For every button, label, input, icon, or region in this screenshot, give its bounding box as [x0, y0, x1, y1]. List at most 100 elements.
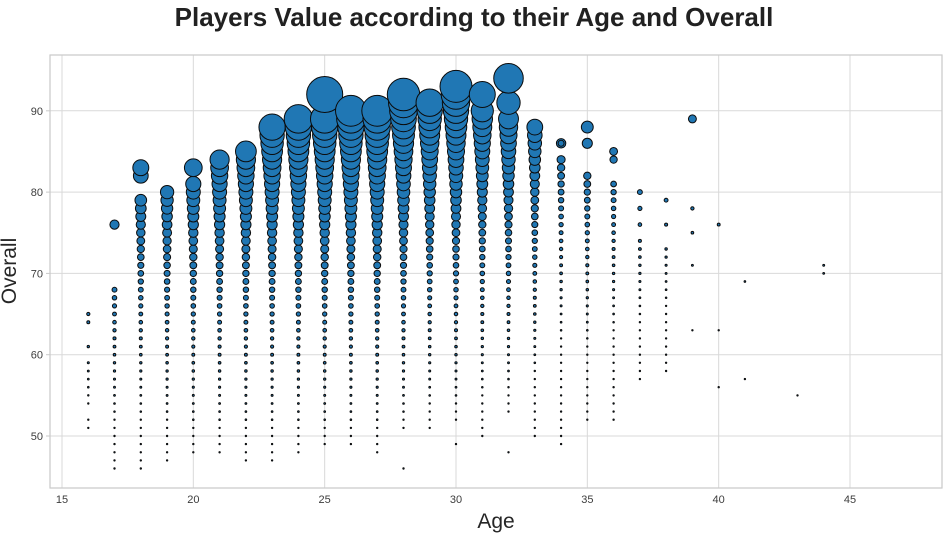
- bubble-point: [558, 213, 564, 220]
- bubble-point: [244, 451, 248, 454]
- bubble-point: [162, 244, 172, 254]
- bubble-point: [321, 286, 328, 293]
- bubble-point: [454, 442, 458, 446]
- x-axis-label: Age: [477, 510, 514, 533]
- bubble-point: [139, 352, 143, 357]
- bubble-point: [139, 394, 143, 397]
- bubble-point: [664, 263, 668, 267]
- bubble-point: [427, 344, 432, 349]
- bubble-point: [506, 345, 511, 349]
- bubble-point: [664, 255, 668, 259]
- bubble-point: [113, 402, 116, 405]
- bubble-point: [190, 294, 197, 301]
- bubble-point: [454, 369, 458, 373]
- bubble-point: [297, 451, 300, 454]
- bubble-point: [165, 344, 170, 349]
- bubble-point: [428, 361, 432, 365]
- bubble-point: [323, 393, 327, 397]
- bubble-point: [86, 320, 91, 325]
- x-tick-label: 30: [450, 494, 462, 506]
- bubble-point: [165, 410, 169, 413]
- bubble-point: [348, 319, 354, 325]
- bubble-point: [139, 467, 143, 470]
- bubble-point: [192, 451, 195, 454]
- bubble-point: [401, 319, 406, 325]
- bubble-point: [306, 75, 344, 114]
- y-tick-label: 90: [31, 106, 43, 118]
- bubble-point: [479, 270, 486, 277]
- bubble-point: [349, 410, 353, 413]
- bubble-point: [113, 434, 116, 438]
- bubble-point: [87, 385, 90, 389]
- bubble-point: [611, 255, 616, 260]
- bubble-point: [138, 319, 144, 325]
- bubble-point: [269, 303, 275, 309]
- bubble-point: [530, 212, 539, 221]
- bubble-point: [480, 328, 485, 333]
- bubble-point: [376, 451, 379, 454]
- bubble-point: [191, 336, 196, 341]
- bubble-point: [139, 402, 143, 405]
- bubble-point: [477, 203, 488, 214]
- bubble-point: [478, 220, 487, 229]
- bubble-point: [322, 360, 327, 365]
- bubble-point: [401, 336, 406, 341]
- bubble-point: [481, 394, 484, 397]
- bubble-point: [402, 402, 405, 405]
- bubble-point: [427, 303, 433, 309]
- bubble-point: [137, 286, 144, 293]
- bubble-point: [87, 402, 90, 405]
- bubble-point: [268, 286, 276, 293]
- bubble-point: [270, 385, 274, 389]
- bubble-point: [611, 271, 616, 276]
- bubble-point: [581, 137, 593, 149]
- bubble-point: [374, 294, 381, 301]
- bubble-point: [532, 279, 538, 284]
- bubble-point: [399, 261, 408, 269]
- bubble-point: [558, 238, 564, 244]
- bubble-point: [347, 286, 355, 293]
- bubble-point: [113, 426, 116, 430]
- bubble-point: [111, 286, 118, 293]
- bubble-point: [399, 236, 408, 246]
- bubble-point: [216, 294, 223, 301]
- bubble-point: [507, 394, 510, 397]
- bubble-point: [638, 377, 642, 381]
- bubble-point: [374, 303, 381, 309]
- bubble-point: [664, 369, 668, 373]
- bubble-point: [477, 212, 487, 221]
- bubble-point: [191, 385, 195, 389]
- bubble-point: [664, 304, 668, 308]
- bubble-point: [454, 336, 458, 341]
- bubble-point: [283, 104, 314, 134]
- chart-title: Players Value according to their Age and…: [174, 2, 774, 32]
- bubble-point: [506, 353, 511, 357]
- bubble-point: [664, 296, 668, 300]
- bubble-point: [454, 410, 458, 413]
- bubble-point: [321, 303, 328, 309]
- bubble-point: [638, 271, 642, 276]
- bubble-point: [243, 319, 249, 325]
- bubble-point: [559, 442, 563, 446]
- x-tick-label: 25: [319, 494, 331, 506]
- bubble-point: [243, 327, 249, 333]
- bubble-point: [139, 418, 143, 421]
- y-tick-label: 70: [31, 268, 43, 280]
- bubble-point: [113, 385, 116, 389]
- bubble-point: [452, 253, 460, 261]
- bubble-point: [612, 386, 615, 389]
- bubble-point: [585, 279, 590, 284]
- bubble-point: [559, 329, 563, 332]
- bubble-point: [209, 149, 230, 170]
- bubble-point: [401, 344, 406, 349]
- bubble-point: [453, 278, 459, 285]
- bubble-point: [295, 319, 301, 325]
- bubble-point: [638, 279, 642, 284]
- bubble-point: [375, 393, 379, 397]
- bubble-point: [164, 303, 170, 309]
- bubble-point: [346, 244, 356, 254]
- bubble-point: [533, 369, 537, 373]
- bubble-point: [584, 213, 591, 220]
- bubble-point: [192, 426, 195, 430]
- bubble-point: [507, 385, 510, 389]
